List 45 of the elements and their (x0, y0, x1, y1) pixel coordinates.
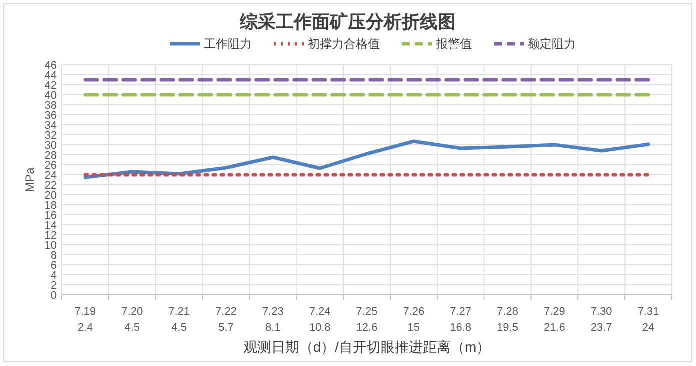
chart-title: 综采工作面矿压分析折线图 (239, 12, 456, 32)
y-tick-label: 4 (50, 270, 57, 282)
x-tick-label: 7.29 21.6 (544, 306, 566, 334)
y-tick-label: 18 (44, 200, 57, 212)
x-tick-label: 7.23 8.1 (262, 306, 284, 334)
legend-label: 报警值 (435, 37, 472, 51)
x-tick-label: 7.20 4.5 (122, 306, 144, 334)
legend-label: 额定阻力 (528, 37, 576, 51)
y-tick-label: 24 (44, 170, 57, 182)
x-tick-label: 7.19 2.4 (74, 306, 96, 334)
y-tick-label: 20 (44, 190, 57, 202)
y-tick-label: 22 (44, 180, 57, 192)
legend-label: 初撑力合格值 (308, 37, 380, 51)
y-tick-label: 12 (44, 230, 57, 242)
x-axis-title: 观测日期（d）/自开切眼推进距离（m） (243, 339, 491, 355)
x-tick-label: 7.31 24 (638, 306, 660, 334)
x-tick-label: 7.22 5.7 (216, 306, 237, 334)
x-tick-label: 7.26 15 (403, 306, 425, 334)
x-tick-label: 7.30 23.7 (590, 306, 612, 334)
legend-label: 工作阻力 (204, 37, 252, 51)
y-tick-label: 10 (44, 240, 57, 252)
y-tick-label: 34 (44, 120, 57, 132)
x-tick-label: 7.25 12.6 (356, 306, 378, 334)
y-tick-label: 8 (50, 250, 57, 262)
x-tick-label: 7.24 10.8 (309, 306, 331, 334)
line-series (84, 140, 650, 180)
y-tick-label: 42 (44, 80, 57, 92)
y-tick-label: 16 (44, 210, 57, 222)
y-axis-title: MPa (23, 167, 37, 192)
y-tick-label: 28 (44, 150, 57, 162)
y-tick-label: 30 (44, 140, 57, 152)
y-tick-label: 44 (44, 70, 57, 82)
y-tick-label: 46 (44, 60, 57, 72)
y-tick-label: 38 (44, 100, 57, 112)
x-tick-label: 7.28 19.5 (497, 306, 518, 334)
y-tick-label: 36 (44, 110, 57, 122)
y-tick-label: 40 (44, 90, 57, 102)
y-tick-label: 14 (44, 220, 57, 232)
y-tick-label: 26 (44, 160, 57, 172)
y-tick-label: 0 (50, 290, 57, 302)
y-tick-label: 2 (50, 280, 57, 292)
x-tick-label: 7.27 16.8 (450, 306, 472, 334)
y-tick-label: 32 (44, 130, 57, 142)
x-tick-label: 7.21 4.5 (168, 306, 190, 334)
y-tick-label: 6 (50, 260, 57, 272)
